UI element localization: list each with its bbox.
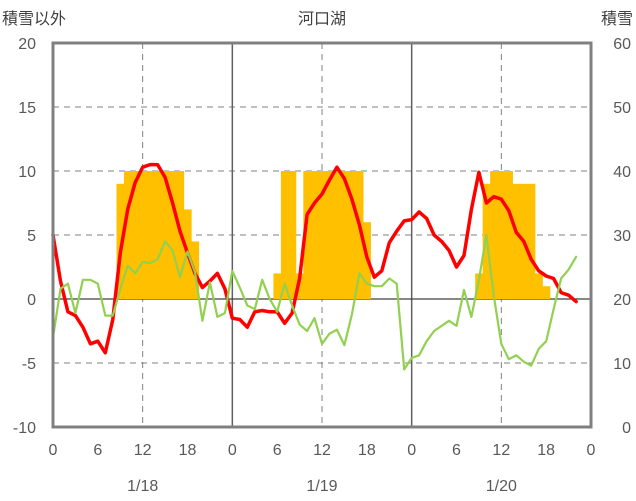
x-tick-label: 0	[49, 442, 58, 459]
snow-bar	[534, 273, 543, 299]
right-tick-label: 30	[613, 228, 631, 245]
snow-bar	[138, 171, 147, 299]
snow-bar	[318, 171, 327, 299]
day-label: 1/20	[486, 478, 517, 495]
snow-bar	[497, 171, 506, 299]
snow-bar	[340, 171, 349, 299]
right-tick-label: 20	[613, 292, 631, 309]
x-tick-label: 12	[313, 442, 331, 459]
snow-bar	[146, 171, 155, 299]
x-tick-label: 6	[452, 442, 461, 459]
day-label: 1/18	[127, 478, 158, 495]
snow-bar	[168, 171, 177, 299]
x-tick-label: 12	[492, 442, 510, 459]
snow-bar	[273, 273, 282, 299]
snow-bar	[161, 171, 170, 299]
snow-bar	[295, 273, 304, 299]
snow-bar	[512, 183, 521, 299]
x-tick-label: 0	[587, 442, 596, 459]
snow-bars	[116, 171, 551, 299]
snow-bar	[288, 171, 297, 299]
snow-bar	[116, 183, 125, 299]
snow-bar	[280, 171, 289, 299]
right-tick-label: 40	[613, 164, 631, 181]
left-tick-label: 10	[18, 164, 36, 181]
snow-bar	[131, 171, 140, 299]
snow-bar	[355, 171, 364, 299]
right-axis-label: 積雪	[601, 9, 633, 28]
right-tick-label: 10	[613, 356, 631, 373]
snow-bar	[490, 171, 498, 299]
x-tick-label: 0	[228, 442, 237, 459]
left-tick-label: 15	[18, 100, 36, 117]
x-tick-label: 18	[537, 442, 555, 459]
right-tick-label: 50	[613, 100, 631, 117]
right-tick-label: 0	[622, 420, 631, 437]
x-tick-label: 18	[358, 442, 376, 459]
snow-bar	[527, 183, 536, 299]
snow-bar	[333, 171, 342, 299]
day-label: 1/19	[306, 478, 337, 495]
snow-bar	[153, 171, 162, 299]
snow-bar	[348, 171, 357, 299]
snow-bar	[123, 171, 132, 299]
x-tick-label: 0	[407, 442, 416, 459]
left-tick-label: 5	[27, 228, 36, 245]
snow-bar	[310, 171, 319, 299]
left-tick-label: -10	[13, 420, 36, 437]
left-axis-label: 積雪以外	[2, 9, 66, 28]
red-line	[51, 162, 578, 355]
snow-bar	[475, 273, 484, 299]
chart-title: 河口湖	[298, 9, 346, 28]
left-tick-label: 0	[27, 292, 36, 309]
snow-bar	[542, 286, 551, 299]
left-tick-label: 20	[18, 36, 36, 53]
snow-bar	[325, 171, 334, 299]
x-tick-label: 6	[93, 442, 102, 459]
snow-bar	[303, 171, 312, 299]
snow-bar	[505, 171, 513, 299]
x-tick-label: 6	[273, 442, 282, 459]
x-tick-label: 12	[134, 442, 152, 459]
x-tick-label: 18	[179, 442, 197, 459]
green-line	[51, 233, 578, 371]
left-tick-label: -5	[22, 356, 36, 373]
right-tick-label: 60	[613, 36, 631, 53]
plot-frame	[51, 41, 593, 429]
